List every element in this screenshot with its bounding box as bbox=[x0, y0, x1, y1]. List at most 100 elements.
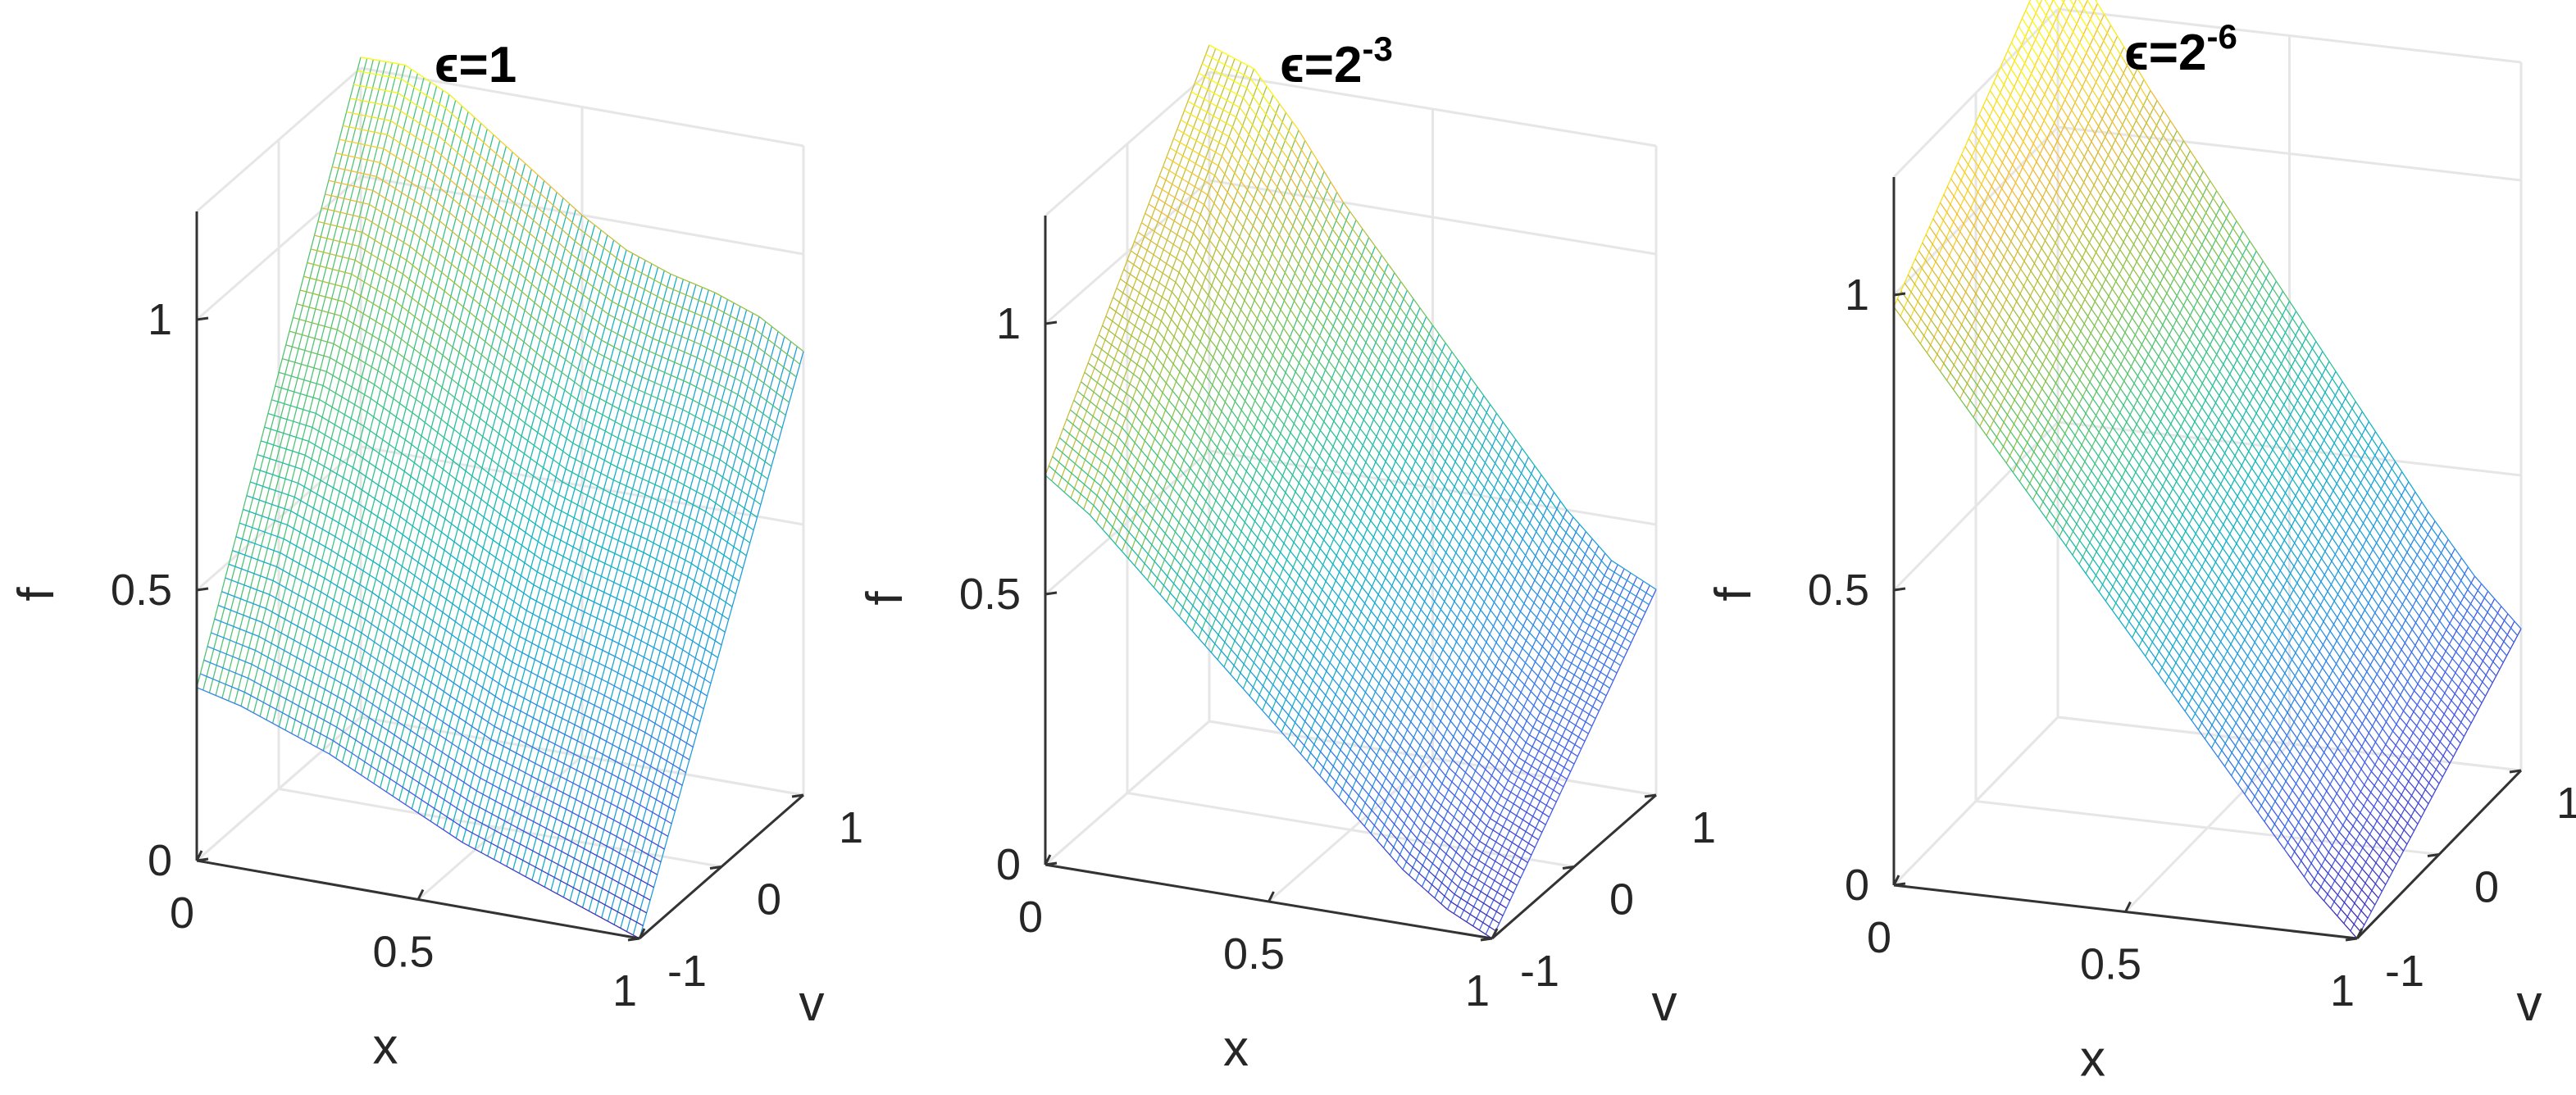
surface-mesh-line bbox=[387, 231, 411, 248]
surface-mesh-line bbox=[1478, 544, 1503, 575]
surface-mesh-line bbox=[1346, 529, 1370, 559]
surface-mesh-line bbox=[273, 675, 297, 689]
surface-mesh-line bbox=[2118, 157, 2142, 193]
surface-mesh-line bbox=[2198, 239, 2223, 275]
surface-mesh-line bbox=[644, 732, 668, 747]
surface-mesh-line bbox=[1240, 194, 1264, 225]
surface-mesh-line bbox=[403, 273, 426, 293]
surface-mesh-line bbox=[1403, 638, 1427, 666]
surface-mesh-line bbox=[1408, 465, 1431, 495]
surface-mesh-line bbox=[2440, 710, 2464, 738]
surface-mesh-line bbox=[460, 657, 484, 673]
surface-mesh-line bbox=[2264, 821, 2288, 855]
surface-mesh-line bbox=[1296, 648, 1321, 676]
surface-mesh-line bbox=[2141, 516, 2165, 551]
surface-mesh-line bbox=[2246, 386, 2271, 421]
surface-mesh-line bbox=[443, 322, 467, 343]
surface-mesh-line bbox=[1167, 562, 1191, 590]
surface-mesh-line bbox=[525, 422, 548, 440]
surface-mesh-line bbox=[532, 865, 555, 879]
surface-mesh-line bbox=[2027, 429, 2051, 464]
surface-mesh-line bbox=[2303, 747, 2328, 780]
surface-mesh-line bbox=[2282, 475, 2306, 511]
surface-mesh-line bbox=[366, 411, 390, 429]
v-axis-label: v bbox=[2517, 975, 2542, 1032]
surface-mesh-line bbox=[2046, 470, 2071, 503]
surface-mesh-line bbox=[2054, 122, 2078, 160]
surface-mesh-line bbox=[2021, 18, 2046, 56]
surface-mesh-line bbox=[1144, 453, 1167, 481]
surface-mesh-line bbox=[2177, 445, 2201, 479]
surface-mesh-line bbox=[680, 693, 704, 710]
surface-mesh-line bbox=[1441, 783, 1465, 806]
surface-mesh-line bbox=[1439, 633, 1463, 662]
surface-mesh-line bbox=[1505, 642, 1529, 667]
surface-mesh-line bbox=[340, 315, 364, 330]
surface-mesh-line bbox=[371, 496, 394, 512]
surface-mesh-line bbox=[2285, 780, 2310, 814]
surface-mesh-line bbox=[1404, 713, 1427, 742]
surface-mesh-line bbox=[1540, 486, 1564, 518]
surface-mesh-line bbox=[1491, 597, 1514, 628]
surface-mesh-line bbox=[1498, 862, 1522, 879]
surface-mesh-line bbox=[2319, 793, 2344, 826]
surface-mesh-line bbox=[405, 664, 429, 681]
surface-mesh-line bbox=[1317, 519, 1340, 548]
surface-mesh-line bbox=[1489, 750, 1513, 774]
surface-mesh-line bbox=[2317, 565, 2342, 600]
surface-mesh-line bbox=[2092, 374, 2118, 408]
surface-mesh-line bbox=[628, 516, 652, 528]
surface-mesh-line bbox=[1339, 211, 1363, 243]
surface-mesh-line bbox=[585, 297, 609, 316]
surface-mesh-line bbox=[2189, 175, 2214, 211]
surface-mesh-line bbox=[386, 134, 410, 150]
surface-mesh-line bbox=[517, 448, 541, 466]
surface-mesh-line bbox=[647, 629, 671, 643]
surface-mesh-line bbox=[2349, 659, 2374, 693]
surface-mesh-line bbox=[1211, 534, 1235, 562]
x-tick-label: 0.5 bbox=[1223, 929, 1285, 979]
surface-mesh-line bbox=[423, 93, 447, 109]
surface-mesh-line bbox=[667, 373, 690, 384]
surface-mesh-line bbox=[1964, 146, 1989, 182]
surface-mesh-line bbox=[2467, 589, 2492, 617]
grid-line bbox=[196, 445, 362, 592]
surface-mesh-line bbox=[1333, 312, 1357, 343]
surface-mesh-line bbox=[1305, 465, 1329, 494]
surface-mesh-line bbox=[669, 641, 693, 657]
surface-mesh-line bbox=[1124, 342, 1148, 361]
surface-mesh-line bbox=[574, 240, 598, 259]
surface-mesh-line bbox=[1973, 379, 1998, 414]
surface-mesh-line bbox=[2297, 680, 2323, 715]
surface-mesh-line bbox=[339, 619, 362, 634]
surface-mesh-line bbox=[469, 328, 492, 348]
surface-mesh-line bbox=[1345, 449, 1369, 479]
surface-mesh-line bbox=[358, 245, 381, 261]
surface-mesh-line bbox=[1996, 247, 2021, 282]
surface-mesh-line bbox=[451, 394, 475, 414]
surface-mesh-line bbox=[1572, 643, 1595, 659]
surface-mesh-line bbox=[1322, 589, 1345, 618]
surface-mesh-line bbox=[2100, 21, 2124, 61]
surface-mesh-line bbox=[2116, 244, 2141, 279]
surface-mesh-line bbox=[330, 453, 353, 469]
surface-mesh-line bbox=[2096, 202, 2121, 238]
surface-mesh-line bbox=[2301, 357, 2326, 393]
surface-mesh-line bbox=[1554, 741, 1578, 757]
surface-mesh-line bbox=[1263, 570, 1286, 598]
surface-mesh-line bbox=[1168, 386, 1193, 415]
surface-mesh-line bbox=[637, 300, 661, 314]
surface-mesh-line bbox=[494, 815, 518, 829]
surface-mesh-line bbox=[1501, 855, 1525, 871]
surface-mesh-line bbox=[2032, 499, 2057, 533]
surface-mesh-line bbox=[1291, 239, 1316, 275]
surface-mesh-line bbox=[645, 363, 668, 375]
surface-mesh-line bbox=[1200, 561, 1224, 589]
surface-mesh-line bbox=[2139, 599, 2164, 634]
surface-mesh-line bbox=[322, 384, 346, 400]
surface-mesh-line bbox=[1495, 425, 1519, 457]
surface-mesh-line bbox=[1202, 385, 1226, 416]
surface-mesh-line bbox=[2332, 845, 2356, 873]
surface-mesh-line bbox=[1907, 274, 1932, 308]
